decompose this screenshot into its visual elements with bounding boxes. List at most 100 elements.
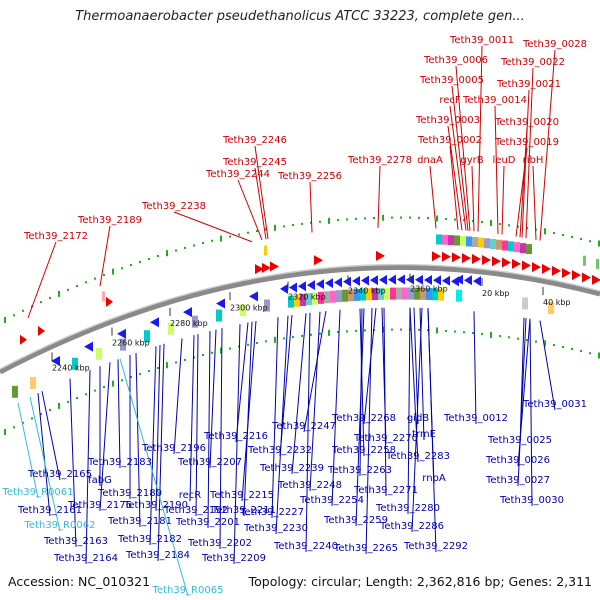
gene-label-bottom[interactable]: Teth39_0012 bbox=[443, 413, 508, 424]
gene-label-bottom[interactable]: Teth39_2247 bbox=[271, 421, 336, 432]
gene-label-top[interactable]: Teth39_0005 bbox=[419, 75, 484, 86]
gene-block[interactable] bbox=[318, 291, 324, 304]
gene-label-bottom[interactable]: Teth39_2201 bbox=[175, 517, 240, 528]
gene-label-bottom[interactable]: Teth39_2192 bbox=[163, 505, 228, 516]
gene-block[interactable] bbox=[306, 293, 312, 306]
forward-gene-arrow[interactable] bbox=[562, 267, 571, 278]
gene-label-top[interactable]: Teth39_2246 bbox=[222, 135, 287, 146]
forward-gene-arrow[interactable] bbox=[314, 255, 323, 266]
gene-label-bottom[interactable]: Teth39_2164 bbox=[53, 553, 118, 564]
forward-gene-arrow[interactable] bbox=[492, 256, 501, 267]
gene-label-top[interactable]: Teth39_2278 bbox=[347, 155, 412, 166]
reverse-gene-arrow[interactable] bbox=[415, 274, 423, 285]
gene-label-top[interactable]: Teth39_0020 bbox=[494, 117, 559, 128]
forward-gene-arrow[interactable] bbox=[20, 334, 27, 345]
gene-block[interactable] bbox=[360, 288, 366, 301]
gene-label-bottom[interactable]: Teth39_2258 bbox=[331, 445, 396, 456]
gene-block[interactable] bbox=[478, 237, 484, 248]
gene-block[interactable] bbox=[300, 294, 306, 306]
gene-block[interactable] bbox=[330, 290, 336, 303]
gene-label-bottom[interactable]: Teth39_0031 bbox=[522, 399, 587, 410]
reverse-gene-arrow[interactable] bbox=[388, 274, 396, 285]
gene-label-top[interactable]: Teth39_2238 bbox=[141, 201, 206, 212]
gene-label-bottom[interactable]: Teth39_0026 bbox=[485, 455, 550, 466]
gene-block[interactable] bbox=[396, 287, 402, 300]
gene-label-bottom[interactable]: Teth39_2259 bbox=[323, 515, 388, 526]
reverse-gene-arrow[interactable] bbox=[361, 275, 369, 286]
reverse-gene-arrow[interactable] bbox=[249, 291, 258, 302]
forward-gene-arrow[interactable] bbox=[582, 272, 591, 283]
reverse-gene-arrow[interactable] bbox=[280, 283, 288, 294]
reverse-gene-arrow[interactable] bbox=[298, 281, 306, 292]
reverse-gene-arrow[interactable] bbox=[397, 274, 405, 285]
reverse-gene-arrow[interactable] bbox=[455, 274, 463, 285]
gene-label-bottom[interactable]: Teth39_2216 bbox=[203, 431, 268, 442]
gene-label-top[interactable]: Teth39_0021 bbox=[496, 79, 561, 90]
gene-label-top[interactable]: Teth39_0006 bbox=[423, 55, 488, 66]
gene-label-bottom[interactable]: Teth39_2163 bbox=[43, 536, 108, 547]
forward-gene-arrow[interactable] bbox=[452, 252, 461, 263]
gene-block[interactable] bbox=[390, 287, 396, 300]
reverse-gene-arrow[interactable] bbox=[352, 276, 360, 287]
gene-label-bottom[interactable]: Teth39_2286 bbox=[379, 521, 444, 532]
gene-block[interactable] bbox=[96, 347, 102, 360]
gene-label-bottom[interactable]: Teth39_2184 bbox=[125, 550, 190, 561]
gene-block[interactable] bbox=[466, 236, 472, 247]
gene-label-bottom[interactable]: Teth39_2265 bbox=[333, 543, 398, 554]
gene-label-top[interactable]: Teth39_0002 bbox=[417, 135, 482, 146]
gene-block[interactable] bbox=[420, 287, 426, 300]
gene-label-top[interactable]: Teth39_0003 bbox=[415, 115, 480, 126]
gene-block[interactable] bbox=[508, 241, 514, 252]
gene-label-top[interactable]: leuD bbox=[493, 155, 516, 166]
forward-gene-arrow[interactable] bbox=[542, 263, 551, 274]
reverse-gene-arrow[interactable] bbox=[316, 279, 324, 290]
gene-label-bottom[interactable]: Teth39_2183 bbox=[87, 457, 152, 468]
gene-block[interactable] bbox=[520, 243, 526, 254]
forward-gene-arrow[interactable] bbox=[592, 274, 600, 285]
gene-label-top[interactable]: Teth39_2256 bbox=[277, 171, 342, 182]
gene-block[interactable] bbox=[144, 330, 150, 343]
gene-label-bottom[interactable]: Teth39_2161 bbox=[17, 505, 82, 516]
gene-label-bottom[interactable]: Teth39_0030 bbox=[499, 495, 564, 506]
gene-block[interactable] bbox=[378, 287, 384, 300]
gene-block[interactable] bbox=[30, 376, 36, 389]
gene-label-bottom[interactable]: Teth39_2263 bbox=[327, 465, 392, 476]
forward-gene-arrow[interactable] bbox=[462, 253, 471, 264]
gene-block[interactable] bbox=[336, 290, 342, 303]
reverse-gene-arrow[interactable] bbox=[84, 341, 93, 352]
gene-block[interactable] bbox=[438, 288, 444, 301]
gene-label-bottom[interactable]: recR bbox=[179, 490, 202, 501]
gene-label-bottom[interactable]: Teth39_2227 bbox=[239, 507, 304, 518]
gene-label-bottom[interactable]: Teth39_2165 bbox=[27, 469, 92, 480]
gene-label-bottom[interactable]: Teth39_2268 bbox=[331, 413, 396, 424]
gene-block[interactable] bbox=[366, 288, 372, 301]
gene-block[interactable] bbox=[384, 287, 390, 300]
gene-block[interactable] bbox=[454, 235, 460, 246]
gene-block[interactable] bbox=[102, 291, 105, 302]
forward-gene-arrow[interactable] bbox=[106, 296, 113, 307]
forward-gene-arrow[interactable] bbox=[432, 251, 441, 262]
gene-label-bottom[interactable]: Teth39_2254 bbox=[299, 495, 364, 506]
forward-gene-arrow[interactable] bbox=[38, 326, 45, 337]
gene-block[interactable] bbox=[12, 385, 18, 398]
gene-block[interactable] bbox=[192, 315, 198, 328]
gene-label-bottom[interactable]: Teth39_2270 bbox=[353, 433, 418, 444]
reverse-gene-arrow[interactable] bbox=[289, 282, 297, 293]
gene-block[interactable] bbox=[583, 255, 586, 266]
gene-label-top[interactable]: gyrB bbox=[460, 155, 483, 166]
reverse-gene-arrow[interactable] bbox=[433, 275, 441, 286]
gene-block[interactable] bbox=[408, 287, 414, 300]
forward-gene-arrow[interactable] bbox=[255, 264, 264, 275]
gene-label-bottom[interactable]: Teth39_0027 bbox=[485, 475, 550, 486]
gene-label-bottom[interactable]: Teth39_2240 bbox=[273, 541, 338, 552]
gene-label-bottom[interactable]: Teth39_2215 bbox=[209, 490, 274, 501]
gene-block[interactable] bbox=[526, 244, 532, 255]
gene-label-bottom[interactable]: Teth39_2248 bbox=[277, 480, 342, 491]
reverse-gene-arrow[interactable] bbox=[464, 275, 472, 286]
gene-block[interactable] bbox=[120, 338, 126, 351]
gene-block[interactable] bbox=[432, 288, 438, 301]
forward-gene-arrow[interactable] bbox=[442, 251, 451, 262]
gene-label-top[interactable]: Teth39_2244 bbox=[205, 169, 270, 180]
gene-block[interactable] bbox=[348, 289, 354, 302]
gene-block[interactable] bbox=[414, 287, 420, 300]
